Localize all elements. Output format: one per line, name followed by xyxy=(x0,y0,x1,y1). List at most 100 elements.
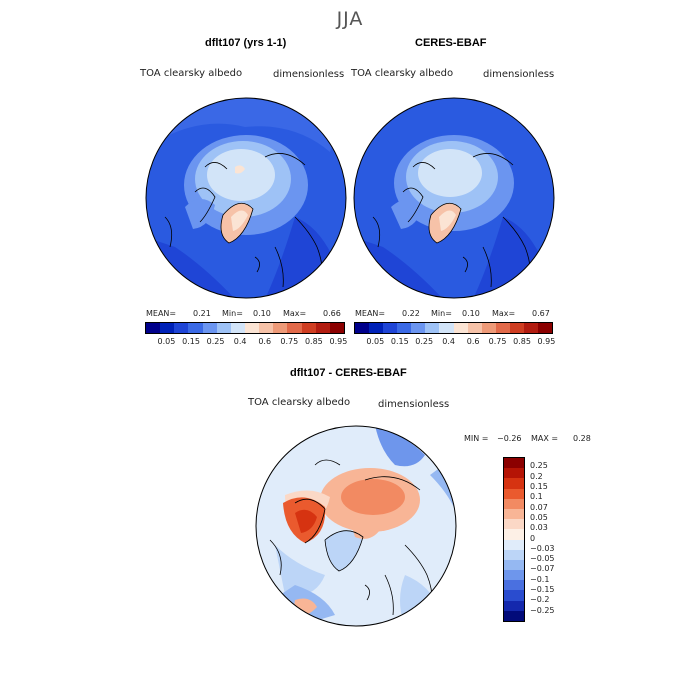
diff-colorbar-swatch xyxy=(504,529,524,540)
diff-colorbar-tick: −0.1 xyxy=(530,574,550,584)
diff-colorbar-swatch xyxy=(504,580,524,591)
left-colorbar-ticks: 0.05 0.15 0.25 0.4 0.6 0.75 0.85 0.95 xyxy=(145,337,348,349)
diff-colorbar-tick: 0.07 xyxy=(530,502,548,512)
diff-colorbar-swatch xyxy=(504,559,524,571)
right-panel-title: CERES-EBAF xyxy=(415,37,487,49)
diff-colorbar-tick: −0.15 xyxy=(530,585,555,595)
right-mean-value: 0.22 xyxy=(402,309,420,318)
right-colorbar-swatch xyxy=(523,323,539,333)
left-colorbar-tick: 0.05 xyxy=(157,337,176,346)
right-colorbar-tick: 0.95 xyxy=(537,337,556,346)
left-colorbar-swatch xyxy=(259,323,274,333)
left-colorbar-swatch xyxy=(273,323,288,333)
diff-colorbar-swatch xyxy=(504,488,524,499)
diff-units-label: dimensionless xyxy=(378,399,450,410)
right-colorbar-swatch xyxy=(355,323,370,333)
right-colorbar-swatch xyxy=(467,323,482,333)
left-colorbar-swatch xyxy=(188,323,203,333)
right-variable-label: TOA clearsky albedo xyxy=(351,68,454,79)
left-colorbar-swatch xyxy=(315,323,330,333)
season-title: JJA xyxy=(336,8,364,30)
right-colorbar-swatch xyxy=(495,323,510,333)
left-colorbar-swatch xyxy=(230,323,245,333)
left-mean-value: 0.21 xyxy=(193,309,211,318)
diff-colorbar xyxy=(503,457,525,622)
left-colorbar-swatch xyxy=(244,323,260,333)
left-colorbar-tick: 0.75 xyxy=(280,337,299,346)
diff-colorbar-tick: −0.05 xyxy=(530,554,555,564)
right-mean-label: MEAN= xyxy=(355,309,386,318)
right-colorbar-swatch xyxy=(425,323,440,333)
diff-colorbar-swatch xyxy=(504,508,524,520)
left-variable-label: TOA clearsky albedo xyxy=(140,68,243,79)
right-colorbar-tick: 0.85 xyxy=(513,337,531,346)
diff-colorbar-tick: 0.25 xyxy=(530,461,548,471)
left-colorbar-tick: 0.6 xyxy=(258,337,272,346)
diff-min-value: −0.26 xyxy=(497,434,522,443)
diff-min-label: MIN = xyxy=(464,434,489,443)
right-min-value: 0.10 xyxy=(462,309,480,318)
right-colorbar-tick: 0.4 xyxy=(442,337,456,346)
left-min-label: Min= xyxy=(222,309,243,318)
diff-colorbar-ticks: 0.25 0.2 0.15 0.1 0.07 0.05 0.03 0 −0.03 −0.05 −0.… xyxy=(530,457,590,622)
left-colorbar-tick: 0.4 xyxy=(233,337,247,346)
left-colorbar-tick: 0.25 xyxy=(206,337,225,346)
right-units-label: dimensionless xyxy=(483,69,555,80)
right-colorbar-tick: 0.6 xyxy=(466,337,480,346)
diff-colorbar-swatch xyxy=(504,468,524,479)
diff-colorbar-tick: 0 xyxy=(530,533,536,543)
diff-colorbar-swatch xyxy=(504,539,524,550)
right-colorbar-tick: 0.75 xyxy=(488,337,507,346)
left-max-label: Max= xyxy=(283,309,307,318)
left-units-label: dimensionless xyxy=(273,69,345,80)
left-min-value: 0.10 xyxy=(253,309,271,318)
left-colorbar-swatch xyxy=(160,323,175,333)
diff-panel-title: dflt107 - CERES-EBAF xyxy=(290,367,407,379)
right-colorbar xyxy=(354,322,553,334)
left-arctic-map xyxy=(145,97,347,299)
diff-colorbar-swatch xyxy=(504,570,524,581)
diff-colorbar-swatch xyxy=(504,519,524,530)
right-colorbar-swatch xyxy=(397,323,412,333)
diff-colorbar-tick: −0.25 xyxy=(530,605,555,615)
left-colorbar-swatch xyxy=(216,323,231,333)
left-colorbar-swatch xyxy=(287,323,302,333)
right-colorbar-ticks: 0.05 0.15 0.25 0.4 0.6 0.75 0.85 0.95 xyxy=(354,337,556,349)
diff-colorbar-tick: −0.2 xyxy=(530,595,550,605)
right-colorbar-swatch xyxy=(453,323,468,333)
diff-colorbar-tick: 0.05 xyxy=(530,512,548,522)
diff-colorbar-tick: 0.15 xyxy=(530,481,548,491)
left-colorbar-swatch xyxy=(202,323,217,333)
left-panel-title: dflt107 (yrs 1-1) xyxy=(205,37,287,49)
diff-colorbar-swatch xyxy=(504,498,524,509)
left-mean-label: MEAN= xyxy=(146,309,177,318)
diff-colorbar-swatch xyxy=(504,600,524,611)
left-max-value: 0.66 xyxy=(323,309,341,318)
right-colorbar-swatch xyxy=(383,323,398,333)
diff-colorbar-tick: 0.2 xyxy=(530,471,543,481)
diff-colorbar-swatch xyxy=(504,610,524,621)
diff-colorbar-tick: −0.03 xyxy=(530,543,555,553)
right-colorbar-swatch xyxy=(538,323,553,333)
left-colorbar-swatch xyxy=(174,323,189,333)
diff-colorbar-swatch xyxy=(504,478,524,489)
left-colorbar-tick: 0.15 xyxy=(182,337,200,346)
diff-colorbar-tick: 0.1 xyxy=(530,492,543,502)
right-min-label: Min= xyxy=(431,309,452,318)
diff-max-label: MAX = xyxy=(531,434,559,443)
right-max-label: Max= xyxy=(492,309,516,318)
diff-colorbar-swatch xyxy=(504,549,524,560)
right-colorbar-swatch xyxy=(439,323,454,333)
right-colorbar-swatch xyxy=(509,323,524,333)
left-colorbar xyxy=(145,322,345,334)
diff-arctic-map xyxy=(255,425,457,627)
right-colorbar-tick: 0.25 xyxy=(415,337,434,346)
right-colorbar-swatch xyxy=(369,323,384,333)
right-max-value: 0.67 xyxy=(532,309,550,318)
diff-colorbar-tick: −0.07 xyxy=(530,564,555,574)
diff-colorbar-swatch xyxy=(504,458,524,469)
right-colorbar-swatch xyxy=(411,323,426,333)
diff-variable-label: TOA clearsky albedo xyxy=(248,397,351,408)
right-colorbar-tick: 0.05 xyxy=(366,337,385,346)
right-colorbar-tick: 0.15 xyxy=(390,337,409,346)
